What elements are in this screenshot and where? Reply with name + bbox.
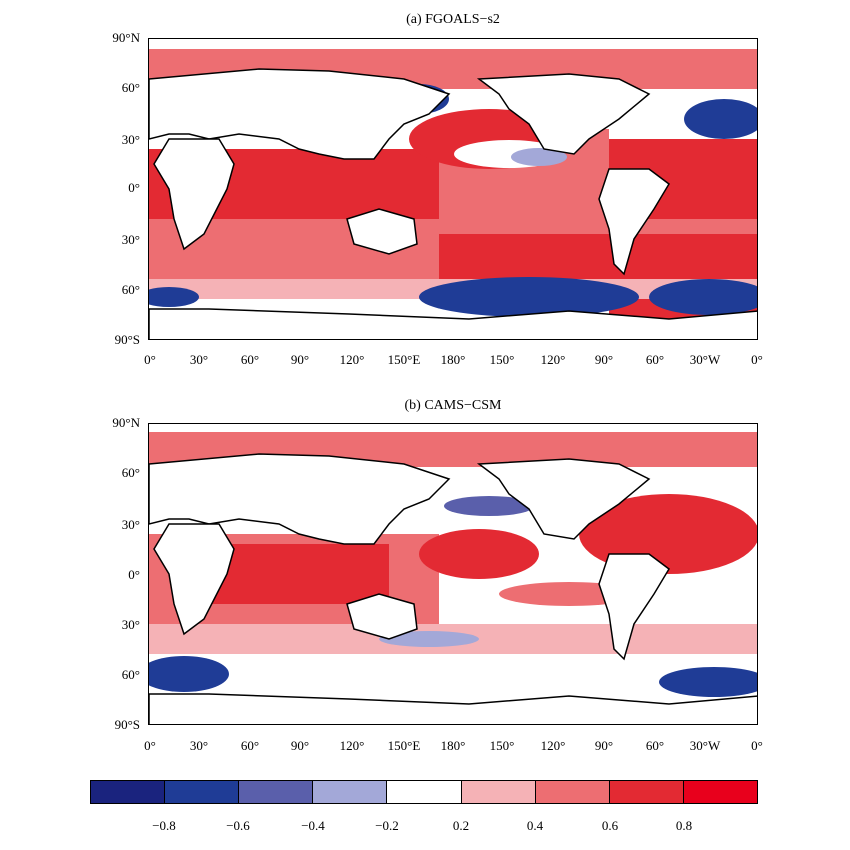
west-pacific-warm <box>419 529 539 579</box>
panel-a-map-svg <box>149 39 757 339</box>
panel-b-map <box>148 423 758 725</box>
panel-b-map-svg <box>149 424 757 724</box>
antarctica-land <box>149 693 757 724</box>
colorbar-swatch-7 <box>609 781 684 803</box>
south-america-land <box>598 168 670 276</box>
colorbar-label-neg08: −0.8 <box>152 818 176 833</box>
southern-ocean-cool <box>419 277 639 317</box>
colorbar-swatch-6 <box>535 781 610 803</box>
panel-b-lat-60s: 60° <box>121 667 140 682</box>
colorbar-swatch-8 <box>683 781 757 803</box>
panel-a-lat-90n: 90°N <box>112 30 140 45</box>
colorbar-label-neg02: −0.2 <box>375 818 399 833</box>
north-america-land <box>476 73 651 155</box>
panel-a-title: (a) FGOALS−s2 <box>406 12 500 27</box>
panel-b-title: (b) CAMS−CSM <box>404 398 502 413</box>
weddell-cool <box>659 667 757 697</box>
panel-a-lat-0: 0° <box>128 180 140 195</box>
australia-land <box>346 208 418 255</box>
colorbar-label-04: 0.4 <box>526 818 544 833</box>
colorbar-label-neg06: −0.6 <box>226 818 250 833</box>
colorbar-swatch-3 <box>313 781 388 803</box>
eurasia-land <box>149 68 451 160</box>
panel-b-lat-90s: 90°S <box>114 717 140 732</box>
sw-cool <box>149 656 229 692</box>
panel-a-lon-60w: 60° <box>645 352 665 367</box>
panel-a-lon-120w: 120° <box>540 352 566 367</box>
panel-a-lon-30w: 30°W <box>689 352 721 367</box>
colorbar-label-06: 0.6 <box>601 818 619 833</box>
panel-a-lon-0: 0° <box>144 352 156 367</box>
panel-b-lon-60w: 60° <box>645 738 665 753</box>
panel-b-lon-150e: 150°E <box>387 738 421 753</box>
south-america-land <box>598 553 670 661</box>
panel-b-lon-90w: 90° <box>594 738 614 753</box>
panel-a-lon-0w: 0° <box>751 352 763 367</box>
colorbar-swatch-1 <box>165 781 240 803</box>
panel-a-lon-120e: 120° <box>339 352 365 367</box>
north-pacific-cool <box>444 496 534 516</box>
colorbar-swatch-2 <box>239 781 314 803</box>
panel-b-lon-180: 180° <box>440 738 466 753</box>
panel-b-lat-90n: 90°N <box>112 415 140 430</box>
panel-b-lat-30n: 30° <box>121 517 140 532</box>
panel-a-lat-30n: 30° <box>121 132 140 147</box>
panel-b-lon-0: 0° <box>144 738 156 753</box>
panel-b-lon-150w: 150° <box>489 738 515 753</box>
colorbar-swatch-0 <box>91 781 166 803</box>
colorbar-label-02: 0.2 <box>452 818 470 833</box>
south-pacific-cool <box>379 631 479 647</box>
africa-land <box>153 523 235 636</box>
north-pacific-cool <box>511 148 567 166</box>
panel-a-lat-90s: 90°S <box>114 332 140 347</box>
north-atlantic-cool <box>684 99 757 139</box>
colorbar-label-08: 0.8 <box>675 818 693 833</box>
colorbar-swatch-5 <box>461 781 536 803</box>
panel-b-lon-120e: 120° <box>339 738 365 753</box>
south-pacific-warm <box>439 234 757 279</box>
sw-cool <box>149 287 199 307</box>
panel-b-lon-30e: 30° <box>189 738 209 753</box>
panel-b-lat-30s: 30° <box>121 617 140 632</box>
africa-land <box>153 138 235 251</box>
panel-a-lon-90e: 90° <box>290 352 310 367</box>
antarctica-land <box>149 308 757 339</box>
panel-a-lon-150e: 150°E <box>387 352 421 367</box>
eurasia-land <box>149 453 451 545</box>
panel-b-lat-0: 0° <box>128 567 140 582</box>
panel-b-lon-0w: 0° <box>751 738 763 753</box>
panel-b-lon-120w: 120° <box>540 738 566 753</box>
panel-a-lat-60s: 60° <box>121 282 140 297</box>
panel-a-map <box>148 38 758 340</box>
panel-b-lat-60n: 60° <box>121 465 140 480</box>
panel-a-lat-30s: 30° <box>121 232 140 247</box>
panel-a-lon-60e: 60° <box>240 352 260 367</box>
panel-b-lon-60e: 60° <box>240 738 260 753</box>
panel-a-lon-180: 180° <box>440 352 466 367</box>
panel-a-lon-150w: 150° <box>489 352 515 367</box>
panel-a-lon-30e: 30° <box>189 352 209 367</box>
panel-a-lat-60n: 60° <box>121 80 140 95</box>
north-america-land <box>476 458 651 540</box>
australia-land <box>346 593 418 640</box>
panel-b-lon-30w: 30°W <box>689 738 721 753</box>
panel-a-lon-90w: 90° <box>594 352 614 367</box>
colorbar <box>90 780 758 804</box>
weddell-cool <box>649 279 757 315</box>
colorbar-label-neg04: −0.4 <box>301 818 325 833</box>
colorbar-swatch-4 <box>387 781 462 803</box>
panel-b-lon-90e: 90° <box>290 738 310 753</box>
